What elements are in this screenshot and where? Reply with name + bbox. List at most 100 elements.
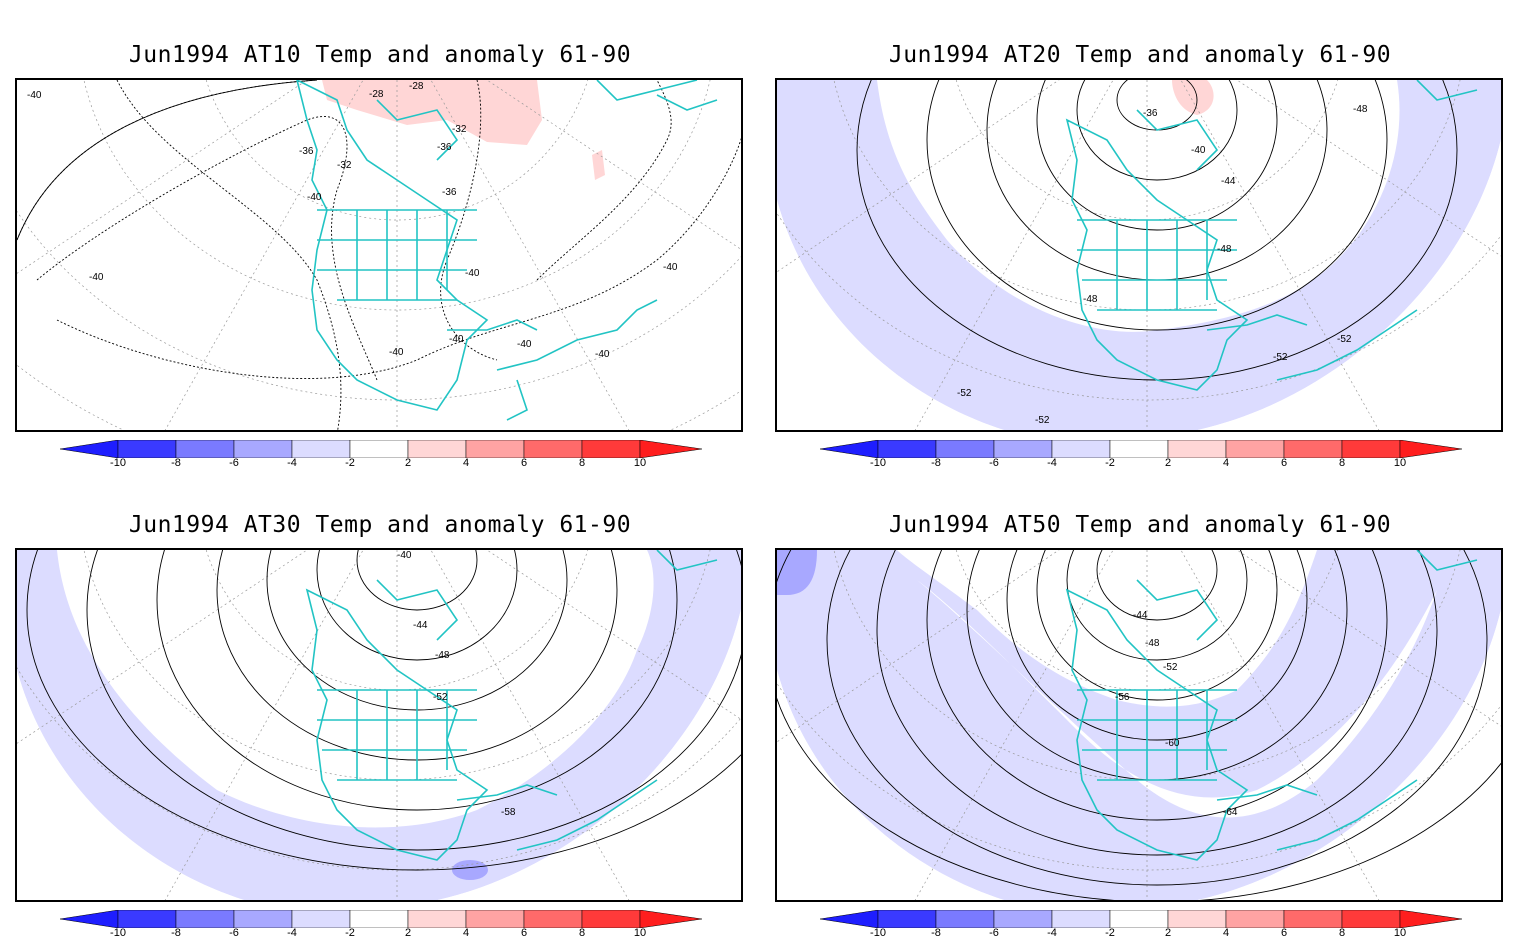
coastline: [1065, 550, 1478, 861]
contour-label: -56: [1115, 692, 1130, 703]
colorbar-label: -4: [287, 927, 297, 939]
contour-labels: -28 -28 -32 -36 -36 -32 -36 -40 -40 -40 …: [27, 81, 678, 360]
contour-label: -44: [1133, 610, 1148, 621]
colorbar-label: 6: [520, 457, 528, 469]
contour-label: -58: [501, 807, 516, 818]
warm-anomaly-region: [1172, 80, 1214, 115]
contour-label: -36: [437, 142, 452, 153]
colorbar-label: 4: [462, 457, 470, 469]
contour-label: -40: [1191, 145, 1206, 156]
map-svg: -36 -40 -44 -48 -48 -48 -52 -52 -52 -52: [777, 80, 1501, 430]
contour-label: -48: [1083, 294, 1098, 305]
contour-label: -44: [1221, 176, 1236, 187]
contour-solid: [17, 80, 318, 241]
temperature-contours: [777, 550, 1501, 900]
contour-label: -40: [307, 192, 322, 203]
contour-label: -32: [452, 124, 467, 135]
colorbar-label: -4: [287, 457, 297, 469]
colorbar-label: 4: [1222, 457, 1230, 469]
colorbar-label: 2: [1164, 457, 1172, 469]
contour-labels: -44 -48 -52 -56 -60 -64: [1115, 610, 1238, 818]
contour-label: -48: [1145, 638, 1160, 649]
contour-label: -40: [595, 349, 610, 360]
colorbar-label: 2: [404, 927, 412, 939]
colorbar-label: 10: [1393, 927, 1407, 939]
outside-region: [437, 609, 741, 900]
colorbar-label: 2: [404, 457, 412, 469]
cold-anomaly-region: [17, 550, 741, 900]
colorbar-label: 10: [633, 457, 647, 469]
contour-label: -52: [1273, 352, 1288, 363]
colorbar-label: -8: [931, 457, 941, 469]
contour-label: -40: [663, 262, 678, 273]
contour-label: -40: [397, 550, 412, 561]
colorbar: [60, 440, 702, 458]
cold-anomaly-strong: [452, 860, 488, 880]
colorbar-label: 10: [1393, 457, 1407, 469]
panel-at30: Jun1994 AT30 Temp and anomaly 61-90: [0, 470, 760, 940]
colorbar-label: -6: [229, 927, 239, 939]
outside-region: [17, 670, 245, 900]
panel-title: Jun1994 AT30 Temp and anomaly 61-90: [128, 512, 632, 538]
panel-at50: Jun1994 AT50 Temp and anomaly 61-90: [760, 470, 1520, 940]
contour-label: -36: [442, 187, 457, 198]
colorbar-label: -8: [171, 927, 181, 939]
colorbar-label: 8: [1338, 927, 1346, 939]
colorbar-label: 10: [633, 927, 647, 939]
contour-labels: -36 -40 -44 -48 -48 -48 -52 -52 -52 -52: [957, 104, 1368, 426]
contour-label: -36: [1143, 108, 1158, 119]
colorbar-label: 6: [520, 927, 528, 939]
map-svg: -40 -44 -48 -52 -58: [17, 550, 741, 900]
cold-anomaly-region: [777, 80, 1501, 430]
colorbar-label: 4: [1222, 927, 1230, 939]
contour-label: -40: [389, 347, 404, 358]
temperature-contours: [17, 80, 741, 430]
colorbar: [820, 910, 1462, 928]
colorbar: [60, 910, 702, 928]
colorbar-label: -10: [870, 927, 886, 939]
coastline: [305, 550, 718, 861]
colorbar-label: 2: [1164, 927, 1172, 939]
contour-label: -40: [449, 334, 464, 345]
temperature-contours: [26, 550, 741, 871]
contour-label: -60: [1165, 738, 1180, 749]
contour-label: -36: [299, 146, 314, 157]
contour-label: -64: [1223, 807, 1238, 818]
colorbar-label: -8: [931, 927, 941, 939]
colorbar-label: -4: [1047, 457, 1057, 469]
colorbar-label: -8: [171, 457, 181, 469]
contour-label: -48: [435, 650, 450, 661]
contour-label: -28: [409, 81, 424, 92]
map-frame: -36 -40 -44 -48 -48 -48 -52 -52 -52 -52: [775, 78, 1503, 432]
map-frame: -28 -28 -32 -36 -36 -32 -36 -40 -40 -40 …: [15, 78, 743, 432]
contour-label: -44: [413, 620, 428, 631]
colorbar: [820, 440, 1462, 458]
contour-label: -40: [89, 272, 104, 283]
cold-anomaly-strong: [777, 550, 817, 595]
map-frame: -40 -44 -48 -52 -58: [15, 548, 743, 902]
contour-labels: -40 -44 -48 -52 -58: [397, 550, 516, 818]
colorbar-label: 4: [462, 927, 470, 939]
colorbar-label: 8: [1338, 457, 1346, 469]
outside-region: [777, 670, 1005, 900]
colorbar-label: -10: [870, 457, 886, 469]
contour-label: -52: [1163, 662, 1178, 673]
panel-at20: Jun1994 AT20 Temp and anomaly 61-90: [760, 0, 1520, 470]
warm-anomaly-region: [592, 150, 605, 180]
contour-label: -52: [957, 388, 972, 399]
contour-label: -40: [27, 90, 42, 101]
contour-label: -48: [1353, 104, 1368, 115]
colorbar-label: -6: [989, 457, 999, 469]
outside-region: [1197, 609, 1501, 900]
contour-label: -40: [465, 268, 480, 279]
colorbar-label: 6: [1280, 927, 1288, 939]
contour-label: -32: [337, 160, 352, 171]
contour-label: -52: [1337, 334, 1352, 345]
colorbar-label: -6: [229, 457, 239, 469]
contour-label: -40: [517, 339, 532, 350]
colorbar-label: -2: [345, 457, 355, 469]
map-frame: -44 -48 -52 -56 -60 -64: [775, 548, 1503, 902]
coastline: [296, 80, 718, 421]
colorbar-label: -2: [1105, 927, 1115, 939]
colorbar-label: 8: [578, 457, 586, 469]
